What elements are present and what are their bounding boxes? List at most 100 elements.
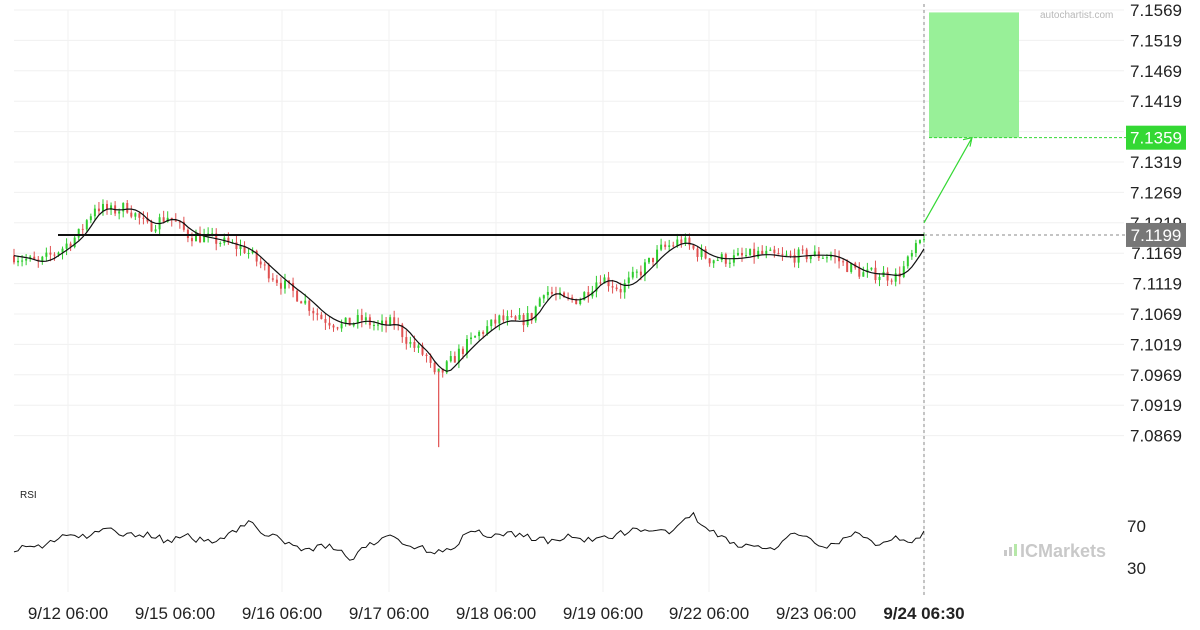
y-tick-label: 7.0919 [1130, 396, 1182, 415]
candle [328, 316, 331, 330]
candle [647, 257, 650, 265]
candle [918, 239, 921, 245]
candle [405, 330, 408, 350]
candle [470, 332, 473, 345]
candle [724, 252, 727, 267]
candle [421, 342, 424, 357]
candle [518, 308, 521, 320]
candle [247, 248, 250, 259]
candle [292, 277, 295, 298]
candle [805, 247, 808, 263]
brand-logo: ICMarkets [1004, 541, 1106, 561]
candle [138, 212, 141, 225]
candle [874, 260, 877, 284]
candle [652, 257, 655, 267]
candle [510, 309, 513, 318]
candle [239, 239, 242, 256]
gridlines [14, 4, 1124, 598]
candle [65, 238, 68, 256]
candle [393, 310, 396, 330]
candle [93, 204, 96, 221]
candle [142, 211, 145, 225]
candle [275, 274, 278, 287]
y-tick-label: 7.1419 [1130, 92, 1182, 111]
candle [643, 258, 646, 282]
candle [720, 252, 723, 263]
candle [858, 262, 861, 279]
brand-prefix: IC [1020, 541, 1038, 561]
y-tick-label: 7.1469 [1130, 62, 1182, 81]
candle [106, 200, 109, 215]
y-tick-label: 7.1019 [1130, 335, 1182, 354]
target-price-tag: 7.1359 [1126, 125, 1186, 150]
candle [296, 289, 299, 302]
candle [777, 248, 780, 255]
candle [745, 248, 748, 258]
y-tick-label: 7.0869 [1130, 427, 1182, 446]
candle [344, 317, 347, 327]
x-tick-label: 9/18 06:00 [456, 604, 536, 623]
candle [219, 241, 222, 247]
candle [631, 266, 634, 280]
candle [785, 250, 788, 257]
candle [397, 317, 400, 331]
candle [126, 200, 129, 214]
candle [174, 213, 177, 222]
candle [522, 313, 525, 332]
candle [89, 213, 92, 224]
candle [433, 362, 436, 375]
candle [45, 247, 48, 262]
candle [829, 251, 832, 261]
candle [300, 300, 303, 304]
candle [910, 249, 913, 260]
candle [417, 343, 420, 353]
candle [457, 344, 460, 369]
x-tick-label: 9/16 06:00 [242, 604, 322, 623]
brand-bars-icon [1004, 544, 1017, 556]
candle [449, 350, 452, 363]
candle [474, 335, 477, 338]
candle [259, 257, 262, 269]
brand-text: ICMarkets [1020, 541, 1106, 561]
candle [235, 235, 238, 257]
candle [97, 202, 100, 215]
candle [821, 255, 824, 259]
candle [271, 273, 274, 282]
candle [550, 286, 553, 297]
x-tick-label: 9/24 06:30 [883, 604, 964, 623]
candle [49, 245, 52, 262]
candle [25, 254, 28, 266]
rsi-level-30: 30 [1127, 559, 1146, 578]
candle [749, 248, 752, 256]
forecast-arrow [923, 136, 973, 224]
y-tick-label: 7.1119 [1133, 275, 1182, 294]
candle [660, 238, 663, 252]
candle [894, 268, 897, 287]
candle [656, 245, 659, 269]
price-tags: 7.1359 7.1199 [1126, 125, 1186, 247]
candle [332, 323, 335, 332]
y-tick-label: 7.1169 [1131, 244, 1182, 263]
y-tick-label: 7.0969 [1130, 366, 1182, 385]
candle [534, 305, 537, 323]
rsi-level-70: 70 [1127, 517, 1146, 536]
candle [377, 319, 379, 331]
rsi-line [13, 511, 925, 561]
candle [267, 262, 270, 283]
candle [793, 248, 796, 268]
candle [182, 216, 185, 232]
candle [708, 258, 711, 267]
candle [850, 262, 853, 274]
ma-line [13, 208, 925, 372]
candle [866, 262, 869, 278]
candle [73, 234, 76, 249]
candle [809, 255, 812, 264]
candle [765, 245, 768, 259]
candle [627, 271, 630, 289]
y-tick-label: 7.1569 [1130, 1, 1182, 20]
candle [680, 235, 683, 248]
candle [906, 255, 909, 269]
candle [583, 291, 586, 301]
x-tick-label: 9/15 06:00 [135, 604, 215, 623]
candle [773, 245, 776, 258]
